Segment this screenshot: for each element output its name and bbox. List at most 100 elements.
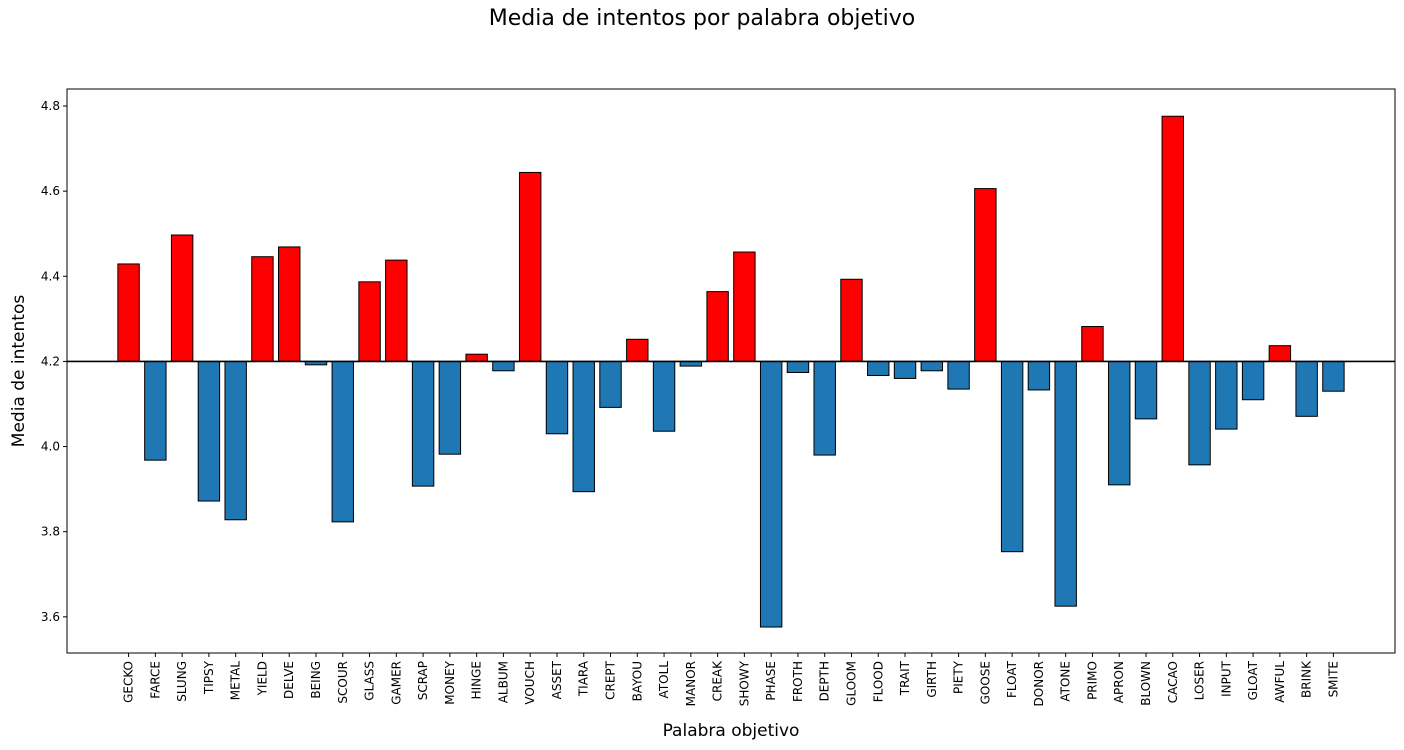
x-tick-label: LOSER [1193,661,1207,700]
bar-metal [224,360,247,521]
bar-scour [331,360,354,523]
bar-asset [545,360,569,435]
bar-piety [947,360,970,390]
x-tick-label: ATONE [1059,661,1073,702]
x-tick-label: SCOUR [336,661,350,704]
bar-gecko [117,263,140,362]
x-tick-label: TIARA [577,660,591,697]
bar-float [1000,360,1024,553]
bar-farce [144,360,167,461]
bar-depth [813,360,836,456]
bar-smite [1322,360,1345,392]
labels-layer: 3.6 3.8 4.0 4.2 4.4 4.6 4.8 GECKO FARCE SLUNG TIPS… [9,99,1340,741]
x-tick-label: CREPT [604,660,618,700]
y-tick-label: 3.6 [41,610,60,624]
x-tick-label: FROTH [791,661,805,702]
bar-slung [170,234,194,362]
bar-donor [1027,360,1051,391]
bar-vouch [518,171,542,362]
x-axis-label: Palabra objetivo [663,721,800,741]
bar-hinge [465,353,488,362]
x-tick-label: METAL [229,661,243,701]
x-tick-label: HINGE [470,661,484,699]
x-tick-label: PRIMO [1085,661,1099,700]
x-tick-label: TRAIT [898,660,912,696]
bar-blown [1134,360,1158,420]
bar-money [438,360,462,455]
x-tick-label: FLOOD [871,661,885,702]
x-tick-label: BEING [309,661,323,699]
y-tick-label: 3.8 [41,525,60,539]
plot-frame [66,88,1396,654]
bar-bayou [626,338,649,362]
bar-flood [867,360,890,376]
bar-froth [786,360,810,373]
x-tick-label: SCRAP [416,661,430,700]
x-tick-label: DEPTH [818,661,832,701]
bar-awful [1268,345,1292,362]
x-tick-label: ALBUM [496,661,510,703]
bar-trait [893,360,917,379]
bar-crept [599,360,622,408]
chart-title: Media de intentos por palabra objetivo [488,6,916,31]
bar-cacao [1161,115,1184,362]
bar-gloom [840,278,863,362]
x-tick-label: ATOLL [657,661,671,699]
y-tick-label: 4.4 [41,269,60,283]
bar-tiara [572,360,595,493]
x-tick-label: APRON [1112,661,1126,703]
bar-primo [1081,326,1104,362]
bar-goose [974,188,997,362]
x-tick-label: CREAK [711,660,725,702]
bar-phase [759,360,783,628]
y-tick-label: 4.0 [41,440,60,454]
bar-scrap [411,360,435,487]
bar-yield [251,256,274,362]
x-tick-label: FARCE [148,661,162,699]
bar-showy [733,251,756,362]
bar-apron [1108,360,1131,486]
bar-input [1215,360,1238,430]
x-tick-label: DONOR [1032,661,1046,706]
x-tick-label: GLOAT [1246,660,1260,700]
x-tick-label: SMITE [1326,661,1340,697]
y-axis-label: Media de intentos [9,295,29,448]
x-tick-label: GLASS [363,661,377,701]
bar-tipsy [197,360,221,502]
y-tick-label: 4.6 [41,184,60,198]
x-tick-label: GIRTH [925,661,939,698]
bars-layer [117,115,1345,628]
bar-gloat [1241,360,1265,401]
bar-gamer [385,259,408,362]
x-tick-label: BRINK [1300,660,1314,698]
bar-glass [358,281,381,362]
x-tick-label: GECKO [122,661,136,703]
y-tick-label: 4.2 [41,354,60,368]
bar-delve [278,246,301,362]
x-tick-label: MONEY [443,660,457,704]
x-tick-label: GOOSE [978,661,992,704]
x-tick-label: VOUCH [523,661,537,705]
x-tick-label: FLOAT [1005,660,1019,698]
x-tick-label: TIPSY [202,660,216,695]
axes-layer [63,88,1396,657]
x-tick-label: DELVE [282,661,296,699]
x-tick-label: PIETY [952,660,966,694]
x-tick-label: BLOWN [1139,661,1153,706]
bar-atoll [652,360,676,432]
x-tick-label: YIELD [255,661,269,696]
bar-creak [706,291,729,362]
bar-loser [1188,360,1211,466]
x-tick-label: MANOR [684,661,698,706]
x-tick-label: GLOOM [844,661,858,706]
bar-album [492,360,515,372]
x-tick-label: BAYOU [630,661,644,701]
x-tick-label: CACAO [1166,661,1180,703]
x-tick-label: AWFUL [1273,661,1287,703]
x-tick-label: PHASE [764,661,778,701]
x-tick-label: GAMER [389,661,403,705]
x-tick-label: ASSET [550,660,564,699]
bar-brink [1295,360,1318,417]
bar-girth [920,360,944,372]
